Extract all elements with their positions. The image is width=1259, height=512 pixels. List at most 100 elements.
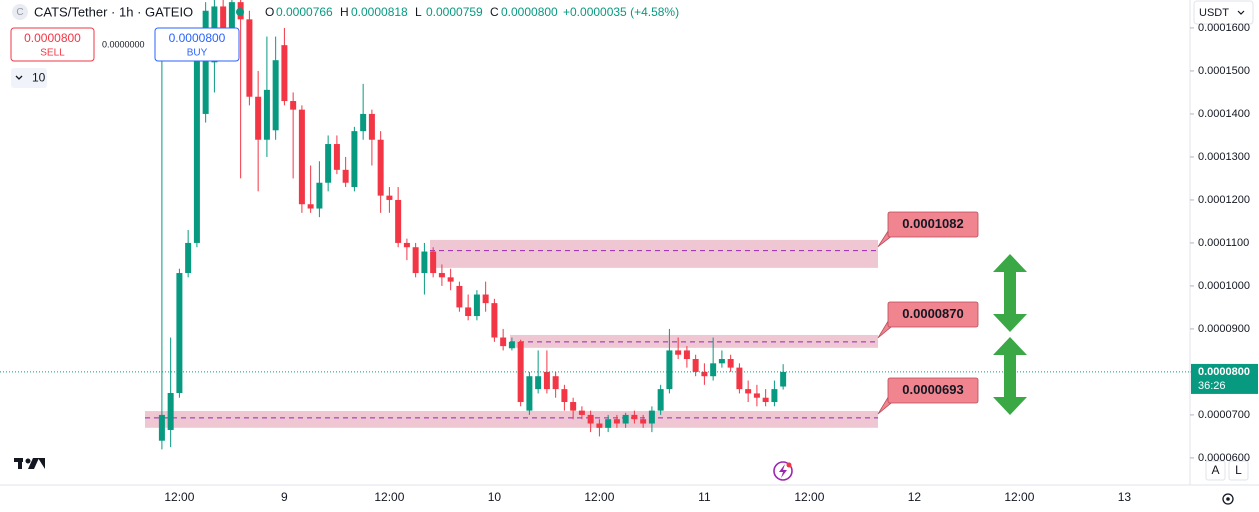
candle-body: [351, 131, 358, 188]
candle-body: [193, 58, 200, 243]
candle-body: [500, 337, 507, 347]
field-value: 0.0000818: [351, 5, 408, 19]
candle-body: [535, 376, 542, 390]
candle-body: [377, 139, 384, 196]
sell-label: SELL: [40, 48, 65, 59]
buy-button[interactable]: [154, 27, 240, 62]
settings-icon[interactable]: [1222, 493, 1234, 505]
y-tick-label: 0.0000900: [1198, 323, 1250, 335]
x-tick-label: 10: [488, 490, 502, 504]
lightning-icon[interactable]: [773, 461, 793, 481]
chevron: [1237, 10, 1245, 15]
candle-body: [701, 371, 708, 377]
candle-body: [403, 242, 410, 248]
candle-body: [412, 247, 419, 274]
candle-body: [342, 169, 349, 183]
zone: [145, 411, 878, 428]
candle-body: [631, 414, 638, 420]
candle-body: [360, 113, 367, 132]
candle-body: [202, 10, 209, 114]
ohlc-fields: O 0.0000766 H 0.0000818 L 0.0000759 C 0.0000800: [265, 5, 558, 19]
candle-body: [220, 6, 227, 28]
double-arrow: [993, 254, 1027, 332]
change: +0.0000035 (+4.58%): [563, 5, 679, 19]
overlay: C CATS/Tether · 1h · GATEIO O 0.0000766 H 0…: [10, 0, 1254, 505]
logo: [14, 458, 45, 469]
x-tick-label: 9: [281, 490, 288, 504]
x-tick-label: 12:00: [584, 490, 614, 504]
currency-button[interactable]: [1193, 0, 1254, 25]
candle-body: [438, 273, 445, 278]
log-scale-button[interactable]: [1228, 460, 1249, 481]
candle-body: [762, 397, 769, 403]
candle-body: [657, 389, 664, 411]
sell-button[interactable]: [10, 27, 95, 62]
currency: USDT: [1199, 7, 1229, 19]
last-price: 0.0000800: [1198, 366, 1250, 378]
candle-body: [745, 389, 752, 394]
symbol-icon: [12, 4, 28, 20]
y-tick-label: 0.0001100: [1198, 237, 1249, 249]
candle-body: [780, 371, 787, 387]
field-key: C: [490, 5, 499, 19]
candle-body: [570, 402, 577, 411]
sell-price: 0.0000800: [24, 31, 81, 45]
candle-body: [465, 307, 472, 317]
candle-body: [263, 89, 270, 140]
candle-body: [272, 60, 279, 131]
countdown: 36:26: [1198, 380, 1226, 392]
candle-body: [561, 389, 568, 403]
candle-body: [517, 341, 524, 403]
candle-body: [185, 242, 192, 274]
field-key: O: [265, 5, 274, 19]
auto-scale-button[interactable]: [1205, 460, 1226, 481]
x-tick-label: 11: [698, 490, 711, 504]
market-status: [236, 8, 244, 16]
settings-dot: [1226, 497, 1230, 501]
x-tick-label: 12:00: [374, 490, 404, 504]
field-value: 0.0000800: [501, 5, 558, 19]
candle-body: [596, 423, 603, 428]
buy-label: BUY: [187, 48, 208, 59]
candle-body: [753, 393, 760, 398]
candle-body: [613, 419, 620, 424]
field-key: H: [340, 5, 349, 19]
x-tick-label: 12:00: [164, 490, 194, 504]
y-tick-label: 0.0000600: [1198, 452, 1250, 464]
candle-body: [771, 389, 778, 403]
candle-body: [683, 350, 690, 360]
log-scale: L: [1235, 463, 1242, 477]
candle-body: [167, 392, 174, 430]
candle-body: [552, 376, 559, 390]
quantity-box[interactable]: [11, 68, 47, 88]
callout-label: 0.0000693: [902, 382, 963, 397]
candle-body: [456, 285, 463, 308]
callout-box: [887, 211, 979, 238]
candle-body: [491, 303, 498, 338]
candle-body: [736, 367, 743, 390]
y-tick-label: 0.0001200: [1198, 194, 1250, 206]
candle-body: [298, 109, 305, 205]
candle-body: [710, 363, 717, 377]
y-tick-label: 0.0001000: [1198, 280, 1250, 292]
callout-label: 0.0001082: [902, 216, 963, 231]
x-tick-label: 12: [908, 490, 922, 504]
callout-box: [887, 377, 979, 404]
candle-body: [622, 414, 629, 424]
spread: 0.0000000: [102, 39, 145, 49]
candle-body: [281, 45, 288, 102]
candle-body: [543, 371, 550, 390]
candle-body: [640, 419, 647, 424]
candle-body: [648, 410, 655, 424]
candle-body: [692, 359, 699, 372]
callout-label: 0.0000870: [902, 306, 963, 321]
candle-body: [666, 350, 673, 390]
y-tick-label: 0.0001300: [1198, 151, 1250, 163]
candle-body: [255, 96, 262, 140]
field-key: L: [415, 5, 422, 19]
x-tick-label: 13: [1118, 490, 1132, 504]
zone: [430, 239, 878, 268]
arrows: [993, 254, 1027, 415]
